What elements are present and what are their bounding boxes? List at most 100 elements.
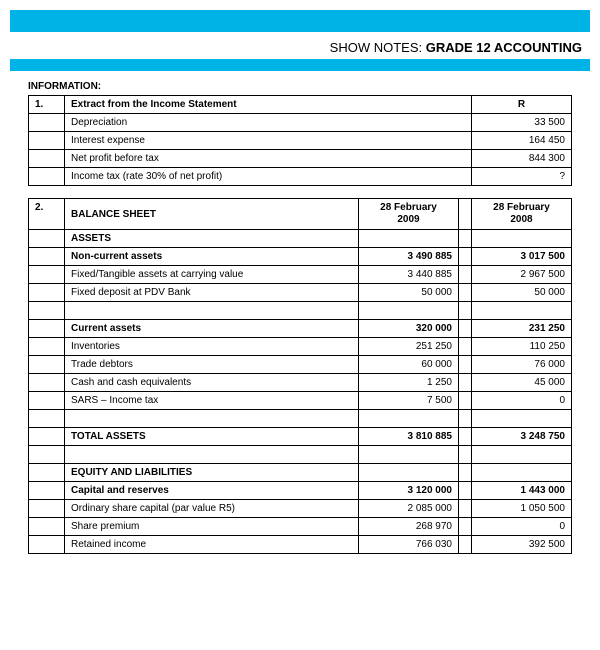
table2-row-v1: 766 030: [359, 536, 459, 554]
col1-line2: 2009: [397, 214, 419, 225]
table2-numcell: [29, 410, 65, 428]
table2-numcell: [29, 500, 65, 518]
table2-numcell: [29, 392, 65, 410]
table1-row-value: 164 450: [472, 132, 572, 150]
balance-sheet-table: 2. BALANCE SHEET 28 February 2009 28 Feb…: [28, 198, 572, 554]
table2-row-label: SARS – Income tax: [65, 392, 359, 410]
table2-row-v1: 2 085 000: [359, 500, 459, 518]
table2-row-v2: [472, 464, 572, 482]
table2-numcell: [29, 230, 65, 248]
table2-row-v2: 50 000: [472, 284, 572, 302]
table2-spacer: [459, 482, 472, 500]
table2-numcell: [29, 374, 65, 392]
table2-row-label: [65, 446, 359, 464]
table2-row-v1: [359, 230, 459, 248]
table1-number: 1.: [29, 96, 65, 114]
table2-row-label: Current assets: [65, 320, 359, 338]
table1-numcell: [29, 114, 65, 132]
table1-row-value: 844 300: [472, 150, 572, 168]
table2-row-label: Inventories: [65, 338, 359, 356]
table2-row-label: Non-current assets: [65, 248, 359, 266]
table2-row-v2: 110 250: [472, 338, 572, 356]
table2-numcell: [29, 266, 65, 284]
table2-spacer: [459, 199, 472, 230]
table2-row-v2: [472, 446, 572, 464]
table2-spacer: [459, 284, 472, 302]
table2-spacer: [459, 302, 472, 320]
table2-numcell: [29, 536, 65, 554]
table-gap: [10, 186, 590, 198]
table2-numcell: [29, 518, 65, 536]
table2-numcell: [29, 302, 65, 320]
table1-row-value: 33 500: [472, 114, 572, 132]
page-header: SHOW NOTES: GRADE 12 ACCOUNTING: [10, 36, 590, 59]
table2-numcell: [29, 338, 65, 356]
table1-numcell: [29, 150, 65, 168]
table2-spacer: [459, 266, 472, 284]
table2-row-label: [65, 302, 359, 320]
table2-row-v1: 320 000: [359, 320, 459, 338]
table2-row-v2: [472, 410, 572, 428]
table2-row-label: ASSETS: [65, 230, 359, 248]
table2-row-label: Trade debtors: [65, 356, 359, 374]
table2-row-v2: 0: [472, 392, 572, 410]
table2-row-v1: 60 000: [359, 356, 459, 374]
table2-numcell: [29, 320, 65, 338]
table2-row-v1: 7 500: [359, 392, 459, 410]
table2-spacer: [459, 392, 472, 410]
table2-row-label: TOTAL ASSETS: [65, 428, 359, 446]
table2-numcell: [29, 284, 65, 302]
header-title: GRADE 12 ACCOUNTING: [426, 40, 582, 55]
table2-row-v1: 3 120 000: [359, 482, 459, 500]
col2-line1: 28 February: [493, 202, 550, 213]
table2-numcell: [29, 428, 65, 446]
table2-row-v1: 3 440 885: [359, 266, 459, 284]
table2-numcell: [29, 446, 65, 464]
table2-row-v1: 50 000: [359, 284, 459, 302]
table2-row-v1: 268 970: [359, 518, 459, 536]
table2-row-v2: 1 443 000: [472, 482, 572, 500]
table2-row-v1: 3 490 885: [359, 248, 459, 266]
table2-row-v2: 76 000: [472, 356, 572, 374]
table2-row-label: Retained income: [65, 536, 359, 554]
table2-spacer: [459, 248, 472, 266]
table2-row-label: EQUITY AND LIABILITIES: [65, 464, 359, 482]
table1-numcell: [29, 132, 65, 150]
table2-spacer: [459, 338, 472, 356]
table2-row-label: Ordinary share capital (par value R5): [65, 500, 359, 518]
table2-row-label: [65, 410, 359, 428]
table2-col2-header: 28 February 2008: [472, 199, 572, 230]
table2-row-v2: 2 967 500: [472, 266, 572, 284]
table2-row-label: Fixed deposit at PDV Bank: [65, 284, 359, 302]
table2-spacer: [459, 320, 472, 338]
income-statement-table: 1. Extract from the Income Statement R D…: [28, 95, 572, 186]
table2-row-v2: [472, 230, 572, 248]
col1-line1: 28 February: [380, 202, 437, 213]
table2-spacer: [459, 410, 472, 428]
table2-row-v1: [359, 446, 459, 464]
table2-spacer: [459, 428, 472, 446]
table2-row-label: Capital and reserves: [65, 482, 359, 500]
table2-row-v2: 3 017 500: [472, 248, 572, 266]
table2-numcell: [29, 482, 65, 500]
table1-row-label: Net profit before tax: [65, 150, 472, 168]
table2-row-v1: 251 250: [359, 338, 459, 356]
table2-spacer: [459, 536, 472, 554]
table2-numcell: [29, 464, 65, 482]
table2-row-label: Share premium: [65, 518, 359, 536]
table2-row-v1: [359, 302, 459, 320]
table2-spacer: [459, 446, 472, 464]
table2-row-v2: 0: [472, 518, 572, 536]
header-prefix: SHOW NOTES:: [330, 40, 422, 55]
table2-row-v1: 1 250: [359, 374, 459, 392]
table2-col1-header: 28 February 2009: [359, 199, 459, 230]
table1-value-header: R: [472, 96, 572, 114]
table2-spacer: [459, 374, 472, 392]
table2-row-v2: 45 000: [472, 374, 572, 392]
col2-line2: 2008: [510, 214, 532, 225]
table1-row-value: ?: [472, 168, 572, 186]
table2-row-label: Fixed/Tangible assets at carrying value: [65, 266, 359, 284]
table1-row-label: Depreciation: [65, 114, 472, 132]
table2-spacer: [459, 500, 472, 518]
table2-row-v1: 3 810 885: [359, 428, 459, 446]
